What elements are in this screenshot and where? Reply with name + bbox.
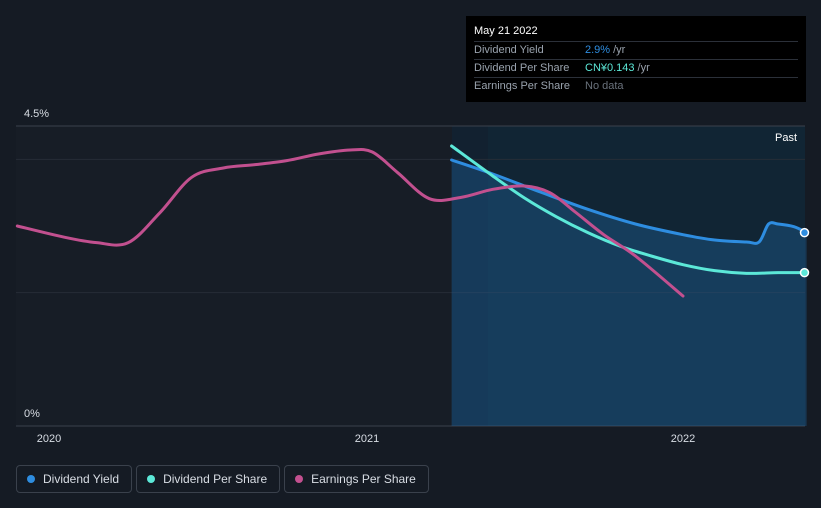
dividend-yield-end-point — [799, 227, 810, 238]
tooltip-value: No data — [585, 80, 624, 92]
tooltip-unit: /yr — [637, 62, 650, 74]
legend-dot-icon — [295, 475, 304, 483]
earnings-per-share-line — [15, 147, 685, 298]
legend-label: Dividend Yield — [43, 472, 120, 486]
tooltip-row-earnings-per-share: Earnings Per Share No data — [474, 77, 798, 95]
dividend-region — [452, 126, 488, 426]
y-tick-min: 0% — [24, 408, 40, 420]
forecast-region — [488, 126, 805, 426]
dividend-per-share-line — [450, 144, 809, 275]
legend-dot-icon — [27, 475, 35, 483]
tooltip-row-dividend-yield: Dividend Yield 2.9% /yr — [474, 41, 798, 59]
tooltip-unit: /yr — [613, 44, 626, 56]
tooltip-row-dividend-per-share: Dividend Per Share CN¥0.143 /yr — [474, 59, 798, 77]
legend-label: Earnings Per Share — [311, 472, 416, 486]
x-tick-2020: 2020 — [36, 433, 62, 445]
tooltip-value: 2.9% — [585, 44, 611, 56]
tooltip: May 21 2022 Dividend Yield 2.9% /yr Divi… — [466, 16, 806, 102]
x-tick-2021: 2021 — [354, 433, 380, 445]
tooltip-date: May 21 2022 — [474, 25, 538, 37]
tooltip-label: Dividend Per Share — [474, 62, 570, 74]
tooltip-value: CN¥0.143 — [585, 62, 635, 74]
y-tick-max: 4.5% — [24, 108, 50, 120]
tooltip-label: Earnings Per Share — [474, 80, 570, 92]
legend-dot-icon — [147, 475, 156, 483]
legend-label: Dividend Per Share — [163, 472, 268, 486]
dividend-yield-area — [451, 160, 807, 426]
legend-earnings-per-share[interactable]: Earnings Per Share — [284, 465, 429, 493]
past-label: Past — [774, 132, 797, 144]
legend-dividend-yield[interactable]: Dividend Yield — [16, 465, 133, 493]
x-tick-2022: 2022 — [670, 433, 696, 445]
dividend-yield-line — [450, 158, 809, 245]
dividend-per-share-end-point — [799, 267, 810, 278]
legend-dividend-per-share[interactable]: Dividend Per Share — [136, 465, 281, 493]
tooltip-label: Dividend Yield — [474, 44, 544, 56]
legend: Dividend Yield Dividend Per Share Earnin… — [16, 465, 429, 493]
